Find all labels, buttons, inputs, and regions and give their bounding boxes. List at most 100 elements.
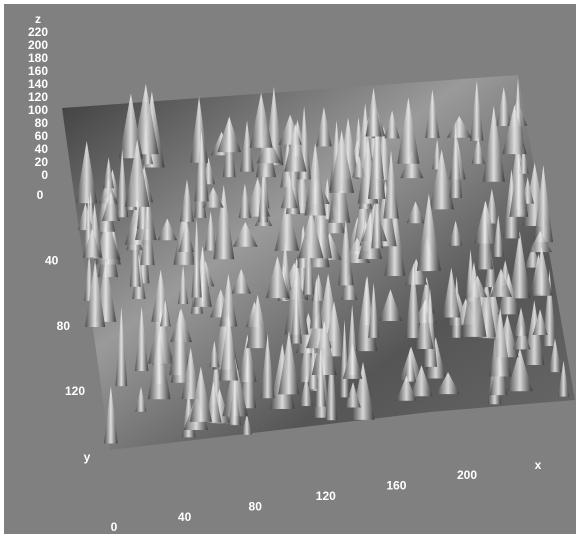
peak: [448, 220, 463, 246]
peak: [352, 155, 366, 178]
z-tick-label: 200: [28, 38, 48, 52]
y-tick-label: 40: [45, 254, 59, 268]
peak: [219, 273, 238, 327]
peak: [396, 375, 417, 401]
peak: [190, 96, 209, 163]
peak: [476, 201, 494, 270]
peak: [140, 197, 155, 266]
peak: [316, 106, 332, 147]
peak: [368, 282, 380, 338]
peak: [147, 330, 171, 400]
peak: [202, 187, 224, 208]
peak: [507, 348, 533, 392]
peak: [406, 201, 425, 224]
peak: [416, 193, 441, 271]
peak: [342, 343, 363, 379]
peak: [181, 347, 200, 400]
peak: [103, 386, 118, 444]
peak: [558, 360, 570, 397]
peak: [371, 177, 383, 249]
peak: [82, 228, 102, 258]
peak: [265, 256, 290, 299]
peak: [367, 119, 386, 200]
z-tick-label: 220: [28, 25, 48, 39]
peak: [415, 300, 434, 350]
peak: [509, 154, 529, 217]
peak: [489, 308, 512, 377]
peak: [101, 191, 121, 222]
z-tick-label: 60: [35, 129, 49, 143]
peak: [307, 342, 319, 389]
peak: [518, 146, 529, 174]
peak: [532, 309, 548, 335]
peak: [278, 330, 300, 395]
peak: [341, 272, 358, 300]
peak: [249, 92, 273, 148]
peak: [325, 345, 338, 421]
peak: [461, 261, 487, 337]
peak: [115, 306, 128, 387]
z-tick-label: 120: [28, 90, 48, 104]
peak: [400, 150, 424, 179]
peak: [383, 150, 399, 219]
peak: [298, 210, 324, 259]
peak: [302, 233, 315, 295]
peak: [379, 289, 402, 322]
peak: [304, 142, 326, 216]
peak: [403, 348, 417, 382]
peak: [213, 184, 235, 260]
peak: [189, 366, 212, 422]
peak: [179, 179, 195, 222]
peak: [194, 130, 209, 202]
peak: [232, 222, 258, 247]
peak: [178, 220, 194, 253]
peak: [489, 268, 512, 297]
x-tick-label: 40: [178, 510, 192, 524]
z-tick-label: 100: [28, 103, 48, 117]
peak: [204, 211, 217, 251]
peak: [410, 365, 433, 397]
peak: [446, 115, 472, 138]
peak: [492, 215, 504, 257]
peak: [124, 139, 150, 207]
z-tick-label: 160: [28, 64, 48, 78]
peak: [311, 320, 337, 375]
peak: [85, 260, 106, 327]
peak: [148, 308, 174, 364]
y-axis-label: y: [84, 450, 91, 464]
z-tick-label: 80: [35, 116, 49, 130]
peak: [290, 277, 302, 344]
peak: [345, 382, 361, 408]
peak: [548, 338, 562, 373]
peak: [329, 130, 355, 193]
peak: [470, 80, 484, 141]
peak: [256, 136, 282, 164]
peak: [542, 270, 557, 346]
peak: [365, 87, 382, 137]
peak: [471, 137, 485, 164]
peak: [231, 268, 252, 294]
peak: [169, 309, 191, 376]
x-tick-label: 80: [249, 499, 263, 513]
y-tick-label: 120: [65, 384, 85, 398]
peak: [284, 123, 307, 172]
x-tick-label: 120: [316, 489, 336, 503]
surface-peaks: [76, 78, 570, 444]
z-tick-label: 140: [28, 77, 48, 91]
z-tick-label: 180: [28, 51, 48, 65]
peak: [240, 120, 254, 172]
peak: [135, 386, 147, 412]
y-tick-label: 0: [37, 188, 44, 202]
z-tick-label: 0: [41, 168, 48, 182]
peak: [129, 221, 141, 287]
x-tick-label: 0: [111, 520, 118, 534]
peak: [217, 116, 242, 153]
peak: [404, 258, 428, 285]
x-tick-label: 200: [457, 468, 477, 482]
peak: [384, 110, 400, 139]
peak: [280, 174, 298, 209]
peak: [338, 219, 354, 286]
z-tick-label: 20: [35, 155, 49, 169]
